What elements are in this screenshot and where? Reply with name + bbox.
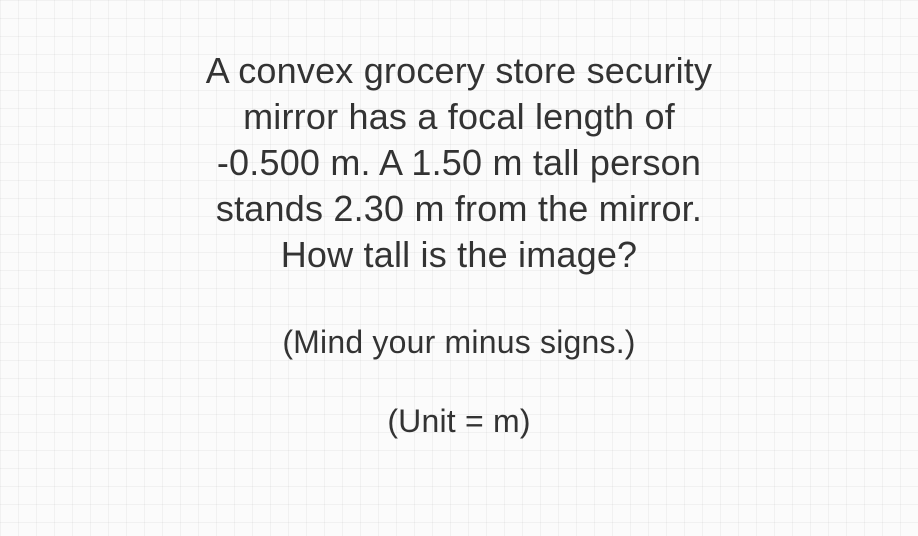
problem-line-1: A convex grocery store security [206,50,712,91]
problem-line-3: -0.500 m. A 1.50 m tall person [217,142,701,183]
hint-text: (Mind your minus signs.) [282,324,635,361]
problem-text: A convex grocery store security mirror h… [206,48,712,278]
unit-text: (Unit = m) [387,403,530,440]
problem-line-2: mirror has a focal length of [243,96,675,137]
problem-line-4: stands 2.30 m from the mirror. [216,188,702,229]
problem-line-5: How tall is the image? [281,234,638,275]
